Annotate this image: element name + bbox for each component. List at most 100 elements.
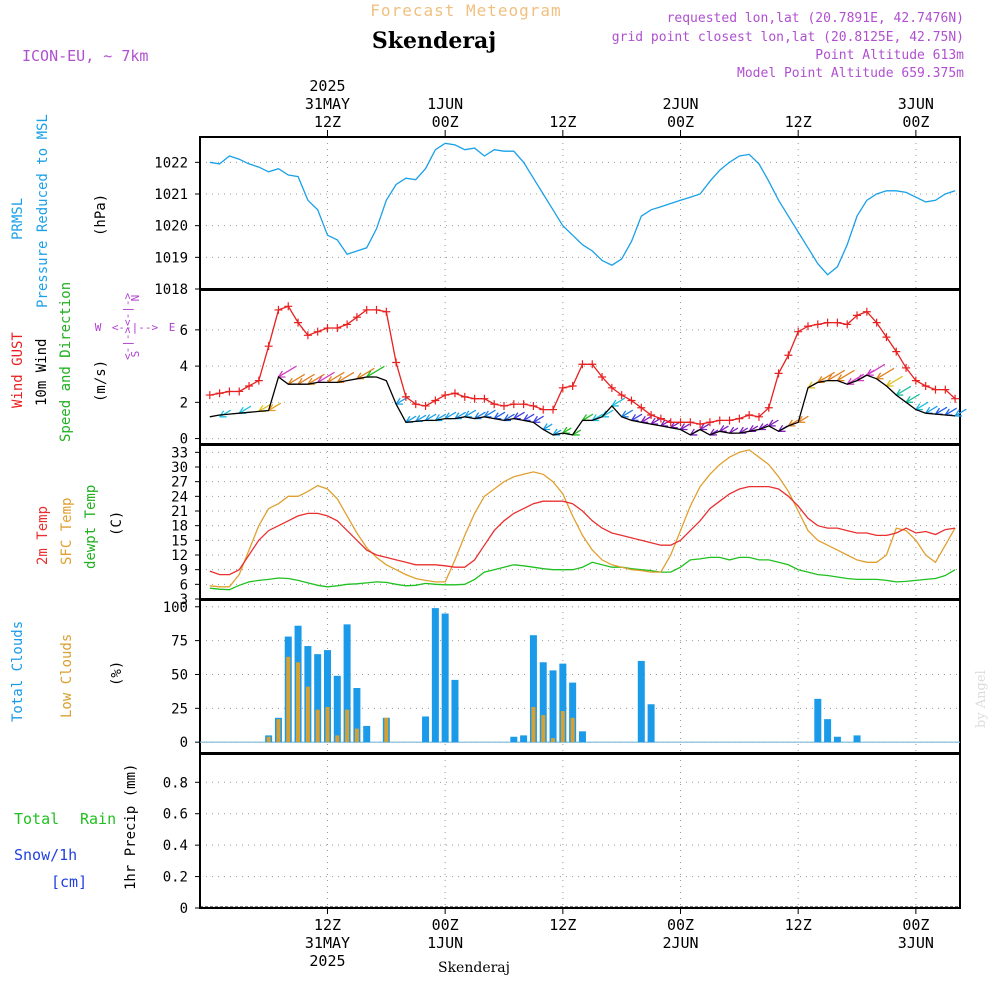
wind-direction-arrow [513, 411, 525, 420]
wind-direction-arrow [768, 419, 779, 427]
x-tick-label-top: 12Z [314, 113, 341, 131]
point-altitude: Point Altitude 613m [815, 48, 964, 63]
gust-marker [568, 382, 577, 391]
gust-marker [607, 383, 616, 392]
wind-direction-arrow [415, 414, 427, 422]
low-cloud-bar [325, 706, 330, 743]
total-cloud-bar [539, 662, 547, 743]
gust-marker [519, 400, 528, 409]
wind-arrow-head [905, 395, 914, 403]
compass-south: S [129, 351, 142, 358]
wind-arrow-head [532, 415, 541, 423]
gust-marker [225, 387, 234, 396]
gust-marker [294, 318, 303, 327]
gust-marker [450, 389, 459, 398]
x-tick-label-bottom: 12Z [314, 916, 341, 934]
total-cloud-bar [333, 675, 341, 743]
total-cloud-bar [422, 716, 430, 743]
x-tick-label-top: 00Z [667, 113, 694, 131]
gust-marker [343, 320, 352, 329]
prmsl-desc-label: Pressure Reduced to MSL [35, 114, 51, 308]
chart-title: Forecast Meteogram [370, 1, 561, 20]
y-tick-label: 24 [171, 489, 188, 505]
clouds-unit-label: (%) [109, 661, 125, 686]
wind-direction-arrow [454, 411, 467, 420]
low-cloud-bar [560, 711, 565, 743]
gust-marker [509, 400, 518, 409]
wind-direction-arrow [827, 369, 846, 382]
gust-marker [725, 416, 734, 425]
total-cloud-bar [451, 679, 459, 743]
requested-coords: requested lon,lat (20.7891E, 42.7476N) [667, 11, 964, 26]
wind-direction-arrow [366, 365, 385, 378]
gust-marker [480, 394, 489, 403]
gust-marker [843, 320, 852, 329]
y-tick-label: 0.2 [163, 870, 188, 886]
precip-snow-label: Snow/1h [14, 846, 77, 864]
low-cloud-bar [345, 709, 350, 743]
wind-direction-arrow [797, 415, 809, 423]
x-tick-label-bottom: 2JUN [662, 934, 698, 952]
prmsl-unit-label: (hPa) [93, 194, 109, 236]
low-cloud-bar [384, 717, 389, 743]
wind-direction-arrow [238, 405, 252, 414]
gust-marker [823, 318, 832, 327]
gust-marker [804, 322, 812, 331]
gust-marker [303, 331, 312, 340]
x-tick-label-bottom: 12Z [549, 916, 576, 934]
low-cloud-bar [531, 706, 536, 743]
y-tick-label: 1018 [154, 282, 188, 298]
gust-marker [764, 403, 773, 412]
model-altitude: Model Point Altitude 659.375m [737, 66, 964, 81]
wind-direction-arrow [493, 411, 506, 420]
compass-east: E [169, 321, 176, 334]
y-tick-label: 0 [180, 901, 188, 917]
gust-marker [372, 305, 381, 314]
wind-direction-arrow [621, 409, 634, 418]
gust-marker [421, 401, 430, 410]
wind-arrow-head [395, 397, 404, 405]
x-tick-label-top: 00Z [902, 113, 929, 131]
y-tick-label: 1020 [154, 219, 188, 235]
precip-unit-label: 1hr Precip (mm) [123, 764, 139, 890]
total-cloud-bar [569, 682, 577, 743]
precip-total-label: Total [14, 810, 59, 828]
dewpt-label: dewpt Temp [83, 485, 99, 569]
gust-marker [362, 305, 371, 314]
compass-north: N [129, 295, 142, 302]
temp2m-line [209, 485, 956, 576]
x-tick-label-bottom: 12Z [785, 916, 812, 934]
total-cloud-bar [824, 719, 832, 743]
wind-direction-arrow [356, 367, 375, 380]
wind-direction-arrow [327, 371, 345, 383]
gust-marker [235, 387, 244, 396]
wind-direction-arrow [435, 413, 447, 422]
gridpoint-coords: grid point closest lon,lat (20.8125E, 42… [612, 30, 964, 45]
wind-direction-arrow [729, 427, 739, 434]
gust-marker [862, 307, 871, 316]
gust-marker [431, 396, 440, 405]
wind-direction-arrow [895, 385, 912, 396]
gust-marker [813, 320, 822, 329]
y-tick-label: 15 [171, 533, 188, 549]
gust-marker [833, 318, 842, 327]
gust-marker [352, 313, 361, 322]
wind-direction-arrow [954, 408, 967, 417]
low-cloud-bar [315, 709, 320, 743]
gust-marker [715, 416, 724, 425]
low-cloud-bar [305, 686, 310, 743]
y-tick-label: 1021 [154, 187, 188, 203]
wind-direction-arrow [719, 425, 729, 432]
wind-direction-arrow [405, 415, 417, 423]
compass-h-arrow: <--|--> [112, 321, 159, 334]
gust-marker [794, 327, 803, 336]
gust-marker [558, 383, 567, 392]
gust-marker [284, 302, 293, 311]
gust-marker [676, 418, 685, 427]
x-tick-label-top: 31MAY [305, 95, 350, 113]
wind-direction-arrow [484, 409, 496, 418]
gust-marker [549, 405, 558, 414]
total-cloud-bar [441, 613, 449, 743]
total-cloud-bar [363, 725, 371, 743]
